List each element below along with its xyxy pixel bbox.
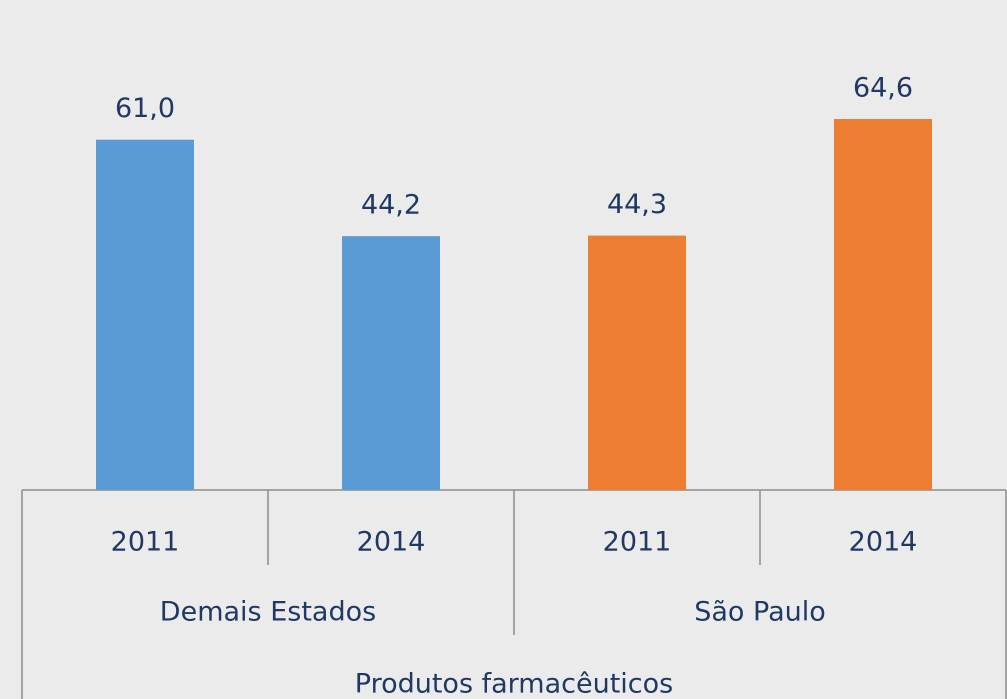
bar [588,235,686,490]
bar [342,236,440,490]
x-tick-label: 2011 [603,527,672,558]
data-label: 64,6 [853,73,913,104]
bar [834,119,932,491]
x-tick-label: 2014 [357,527,426,558]
data-label: 61,0 [115,93,175,124]
group-label: Demais Estados [160,597,376,628]
super-category-label: Produtos farmacêuticos [355,669,673,699]
bar [96,139,194,490]
group-label: São Paulo [694,597,826,628]
x-tick-label: 2011 [111,527,180,558]
data-label: 44,2 [361,190,421,221]
x-tick-label: 2014 [849,527,918,558]
data-label: 44,3 [607,189,667,220]
